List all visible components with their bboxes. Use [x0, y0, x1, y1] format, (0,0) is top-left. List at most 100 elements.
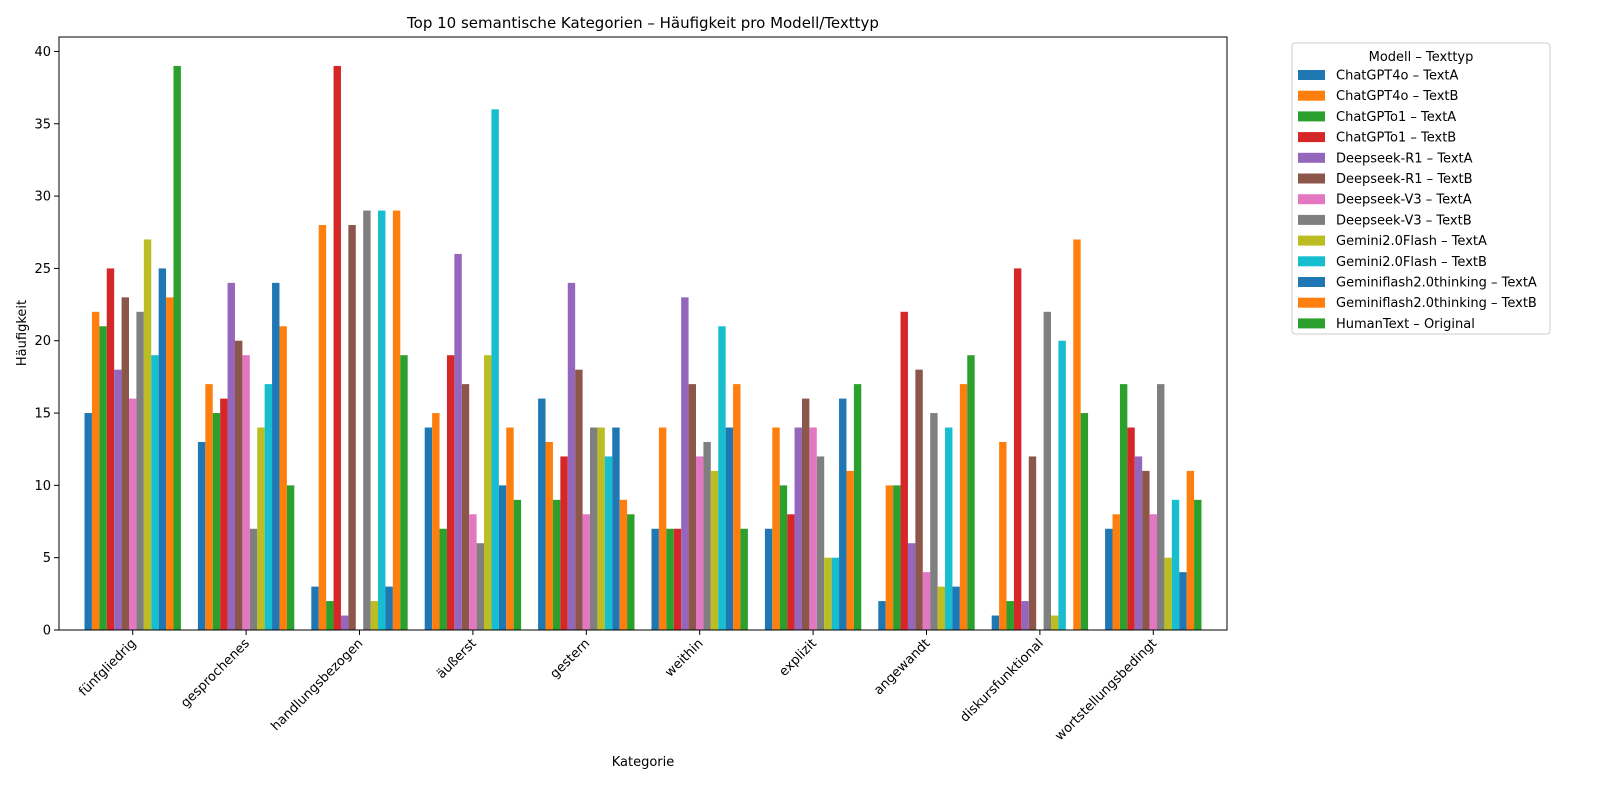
bar [424, 427, 433, 630]
y-axis-label: Häufigkeit [15, 300, 30, 366]
bar [809, 427, 817, 630]
bar [567, 282, 576, 630]
bar [1051, 615, 1059, 630]
y-tick-label: 35 [34, 117, 51, 132]
bar [1080, 413, 1089, 630]
bar [1194, 499, 1202, 630]
bar [454, 253, 462, 630]
bar [853, 384, 862, 630]
legend-swatch [1298, 318, 1325, 329]
bar [787, 514, 795, 630]
bar [681, 297, 689, 630]
bar [764, 528, 773, 630]
legend-label: Deepseek-V3 – TextA [1336, 193, 1472, 208]
bar [658, 427, 667, 630]
bar [952, 586, 960, 630]
bar [1073, 239, 1081, 631]
x-tick-label: handlungsbezogen [269, 636, 367, 734]
bar [212, 413, 221, 630]
bar [999, 441, 1007, 630]
bar [1179, 572, 1187, 630]
bar [718, 326, 726, 630]
bar [242, 355, 250, 630]
bar [129, 398, 137, 630]
bar [272, 282, 280, 630]
bar [967, 355, 975, 630]
bar [695, 456, 704, 630]
bar [597, 427, 605, 630]
bar [1013, 268, 1022, 630]
bar [114, 369, 122, 630]
bar [991, 615, 1000, 630]
legend-label: Geminiflash2.0thinking – TextA [1336, 276, 1537, 291]
legend-title: Modell – Texttyp [1369, 50, 1474, 65]
bar [205, 384, 213, 630]
bar [604, 456, 613, 630]
bar [1149, 514, 1157, 630]
x-tick-label: diskursfunktional [957, 636, 1046, 725]
bar [907, 543, 916, 630]
bar [1157, 384, 1165, 630]
legend-box [1291, 42, 1551, 335]
legend-label: Gemini2.0Flash – TextA [1336, 234, 1487, 249]
bar [318, 225, 327, 630]
bar [816, 456, 825, 630]
chart-title: Top 10 semantische Kategorien – Häufigke… [406, 14, 879, 32]
legend-swatch [1298, 297, 1325, 308]
legend-label: ChatGPT4o – TextA [1336, 69, 1459, 84]
bar [545, 441, 553, 630]
bar [627, 514, 635, 630]
legend-label: ChatGPTo1 – TextA [1336, 110, 1456, 125]
bar [340, 615, 349, 630]
bar [1021, 601, 1029, 630]
bar [794, 427, 802, 630]
bar [560, 456, 568, 630]
legend-swatch [1298, 111, 1325, 122]
bar [84, 413, 92, 630]
y-tick-label: 20 [34, 334, 51, 349]
bar [333, 65, 341, 631]
bar [612, 427, 620, 630]
bar [476, 543, 485, 630]
legend-label: ChatGPT4o – TextB [1336, 89, 1458, 104]
x-tick-label: gesprochenes [178, 636, 253, 711]
bar [484, 355, 492, 630]
bar [619, 499, 628, 630]
bar [945, 427, 953, 630]
bar [1171, 499, 1180, 630]
bar [491, 109, 499, 630]
legend-swatch [1298, 277, 1325, 287]
bar [922, 572, 931, 630]
bar [121, 297, 129, 630]
bar [688, 384, 696, 630]
bar [370, 601, 379, 630]
bar [703, 441, 711, 630]
bar [885, 485, 894, 630]
bar [846, 470, 854, 630]
bar [197, 441, 206, 630]
legend-swatch [1298, 194, 1325, 205]
bar [264, 384, 273, 630]
bar [930, 413, 938, 630]
bar [1105, 528, 1113, 630]
bar [893, 485, 901, 630]
bar [1164, 557, 1172, 630]
bar [725, 427, 734, 630]
bar [1186, 470, 1195, 630]
bar [99, 326, 107, 630]
bar [158, 268, 167, 630]
bar [432, 413, 440, 630]
bar [772, 427, 780, 630]
bar [91, 311, 100, 630]
bar [378, 210, 386, 630]
bar [279, 326, 287, 630]
bar [506, 427, 514, 630]
x-axis: fünfgliedrig gesprochenes handlungsbezogen… [76, 630, 1160, 744]
x-tick-label: gestern [548, 636, 594, 682]
bar [839, 398, 847, 630]
y-tick-label: 15 [34, 407, 51, 422]
bar [1112, 514, 1120, 630]
bar [824, 557, 832, 630]
x-tick-label: angewandt [871, 636, 933, 698]
